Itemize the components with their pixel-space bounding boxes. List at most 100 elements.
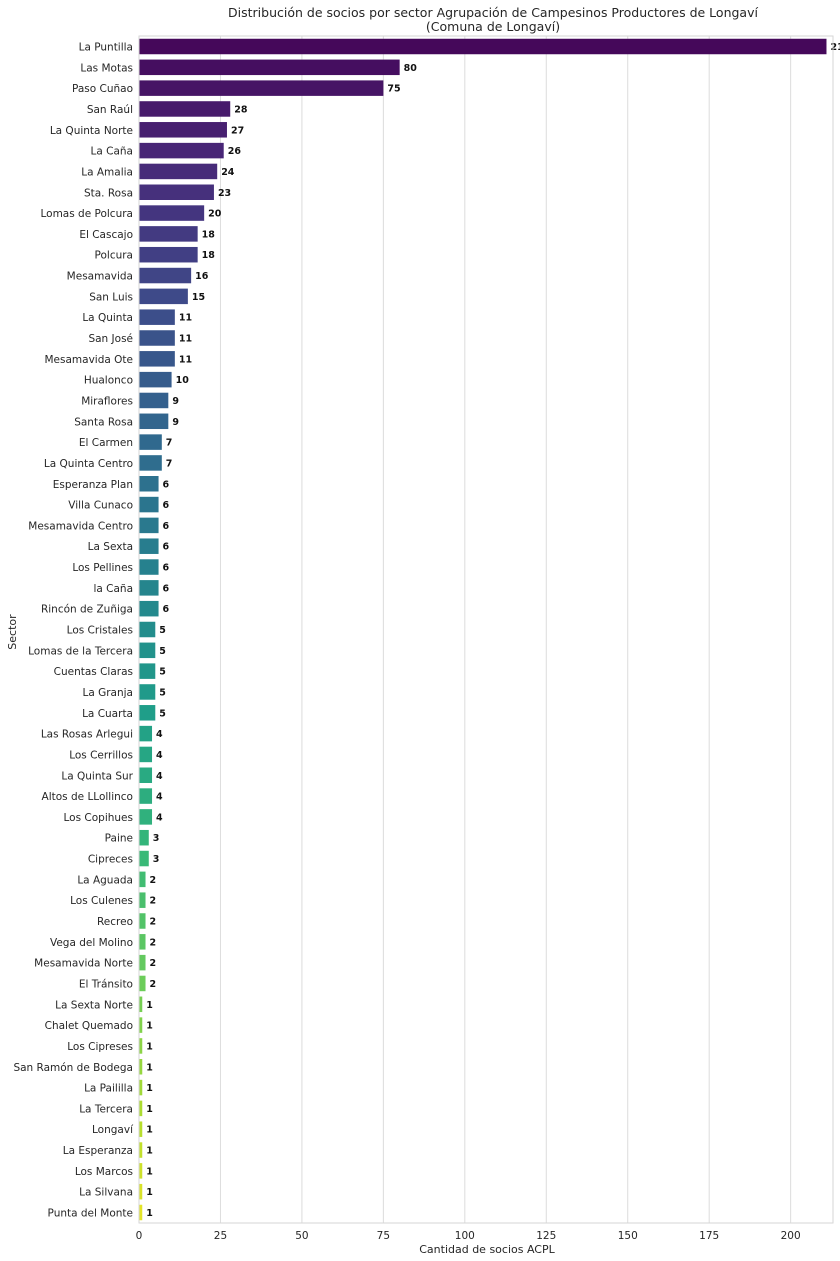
value-label: 24 bbox=[221, 167, 235, 178]
category-label: Miraflores bbox=[81, 395, 133, 407]
bar bbox=[139, 351, 175, 367]
bar bbox=[139, 871, 146, 888]
value-label: 9 bbox=[172, 417, 179, 428]
value-label: 6 bbox=[163, 604, 170, 615]
bar bbox=[139, 496, 159, 513]
bar bbox=[139, 288, 188, 305]
value-label: 23 bbox=[218, 188, 231, 199]
category-label: Lomas de Polcura bbox=[40, 208, 133, 220]
bar bbox=[139, 600, 159, 617]
category-label: Punta del Monte bbox=[48, 1208, 133, 1220]
bar bbox=[139, 1121, 143, 1137]
category-label: La Cuarta bbox=[82, 708, 133, 720]
bar bbox=[139, 788, 153, 804]
bar bbox=[139, 371, 172, 388]
bar bbox=[139, 1100, 143, 1117]
value-label: 1 bbox=[146, 1083, 153, 1094]
bar bbox=[139, 1183, 143, 1200]
bar bbox=[139, 996, 143, 1013]
category-label: Recreo bbox=[97, 916, 133, 928]
value-label: 1 bbox=[146, 1208, 153, 1219]
value-label: 1 bbox=[146, 1062, 153, 1073]
category-label: la Caña bbox=[93, 583, 133, 595]
bar bbox=[139, 1038, 143, 1054]
value-label: 28 bbox=[234, 104, 248, 115]
value-label: 6 bbox=[163, 583, 170, 594]
value-label: 6 bbox=[163, 521, 170, 532]
category-label: San Raúl bbox=[87, 104, 133, 116]
category-label: Mesamavida bbox=[67, 271, 133, 283]
category-label: Mesamavida Centro bbox=[28, 520, 133, 532]
category-label: El Tránsito bbox=[79, 978, 133, 990]
category-label: Los Marcos bbox=[75, 1166, 133, 1178]
bar bbox=[139, 621, 156, 638]
bar bbox=[139, 1017, 143, 1033]
category-label: San Luis bbox=[89, 291, 133, 303]
value-label: 7 bbox=[166, 458, 173, 469]
value-label: 1 bbox=[146, 1104, 153, 1115]
value-label: 1 bbox=[146, 1041, 153, 1052]
value-label: 5 bbox=[159, 646, 166, 657]
value-label: 7 bbox=[166, 438, 173, 449]
value-label: 3 bbox=[153, 854, 160, 865]
bar bbox=[139, 38, 827, 55]
bar bbox=[139, 892, 146, 908]
category-label: La Granja bbox=[82, 687, 133, 699]
category-label: Hualonco bbox=[84, 375, 133, 387]
category-label: Villa Cunaco bbox=[68, 500, 133, 512]
bar bbox=[139, 246, 198, 263]
x-tick-label: 100 bbox=[455, 1230, 475, 1242]
bar bbox=[139, 705, 156, 721]
bar bbox=[139, 642, 156, 659]
value-label: 6 bbox=[163, 563, 170, 574]
category-label: Santa Rosa bbox=[74, 416, 133, 428]
bar bbox=[139, 476, 159, 492]
bar bbox=[139, 913, 146, 929]
bar bbox=[139, 101, 231, 117]
category-label: Longaví bbox=[92, 1124, 134, 1136]
category-label: Los Cristales bbox=[67, 625, 133, 637]
value-label: 10 bbox=[176, 375, 190, 386]
bar bbox=[139, 829, 149, 846]
category-label: La Aguada bbox=[77, 874, 133, 886]
x-tick-label: 200 bbox=[781, 1230, 801, 1242]
category-label: Las Motas bbox=[80, 62, 133, 74]
value-label: 16 bbox=[195, 271, 209, 282]
bar bbox=[139, 163, 218, 180]
value-label: 4 bbox=[156, 812, 163, 823]
category-label: Chalet Quemado bbox=[45, 1020, 133, 1032]
value-label: 4 bbox=[156, 792, 163, 803]
bar bbox=[139, 538, 159, 554]
bar bbox=[139, 392, 169, 409]
x-tick-label: 25 bbox=[214, 1230, 227, 1242]
value-label: 1 bbox=[146, 1125, 153, 1136]
value-label: 2 bbox=[150, 917, 157, 928]
bar bbox=[139, 1079, 143, 1096]
value-label: 75 bbox=[387, 84, 400, 95]
category-label: Polcura bbox=[95, 250, 133, 262]
category-label: La Quinta bbox=[82, 312, 133, 324]
value-label: 9 bbox=[172, 396, 179, 407]
bar bbox=[139, 746, 153, 763]
value-label: 1 bbox=[146, 1187, 153, 1198]
bars bbox=[139, 38, 827, 1221]
value-label: 18 bbox=[202, 229, 216, 240]
category-label: Lomas de la Tercera bbox=[28, 645, 133, 657]
bar bbox=[139, 684, 156, 700]
x-tick-label: 75 bbox=[377, 1230, 390, 1242]
category-label: La Silvana bbox=[79, 1187, 133, 1199]
category-label: El Carmen bbox=[79, 437, 133, 449]
category-label: La Paililla bbox=[84, 1083, 133, 1095]
bar bbox=[139, 850, 149, 867]
y-axis-label: Sector bbox=[6, 614, 19, 650]
x-tick-label: 0 bbox=[136, 1230, 143, 1242]
category-label: La Caña bbox=[91, 146, 133, 158]
category-label: San Ramón de Bodega bbox=[13, 1062, 133, 1074]
value-label: 2 bbox=[150, 937, 157, 948]
chart-subtitle: (Comuna de Longaví) bbox=[426, 19, 560, 34]
x-tick-label: 50 bbox=[295, 1230, 308, 1242]
bar bbox=[139, 1142, 143, 1158]
category-label: El Cascajo bbox=[79, 229, 133, 241]
value-label: 2 bbox=[150, 958, 157, 969]
value-label: 18 bbox=[202, 250, 216, 261]
